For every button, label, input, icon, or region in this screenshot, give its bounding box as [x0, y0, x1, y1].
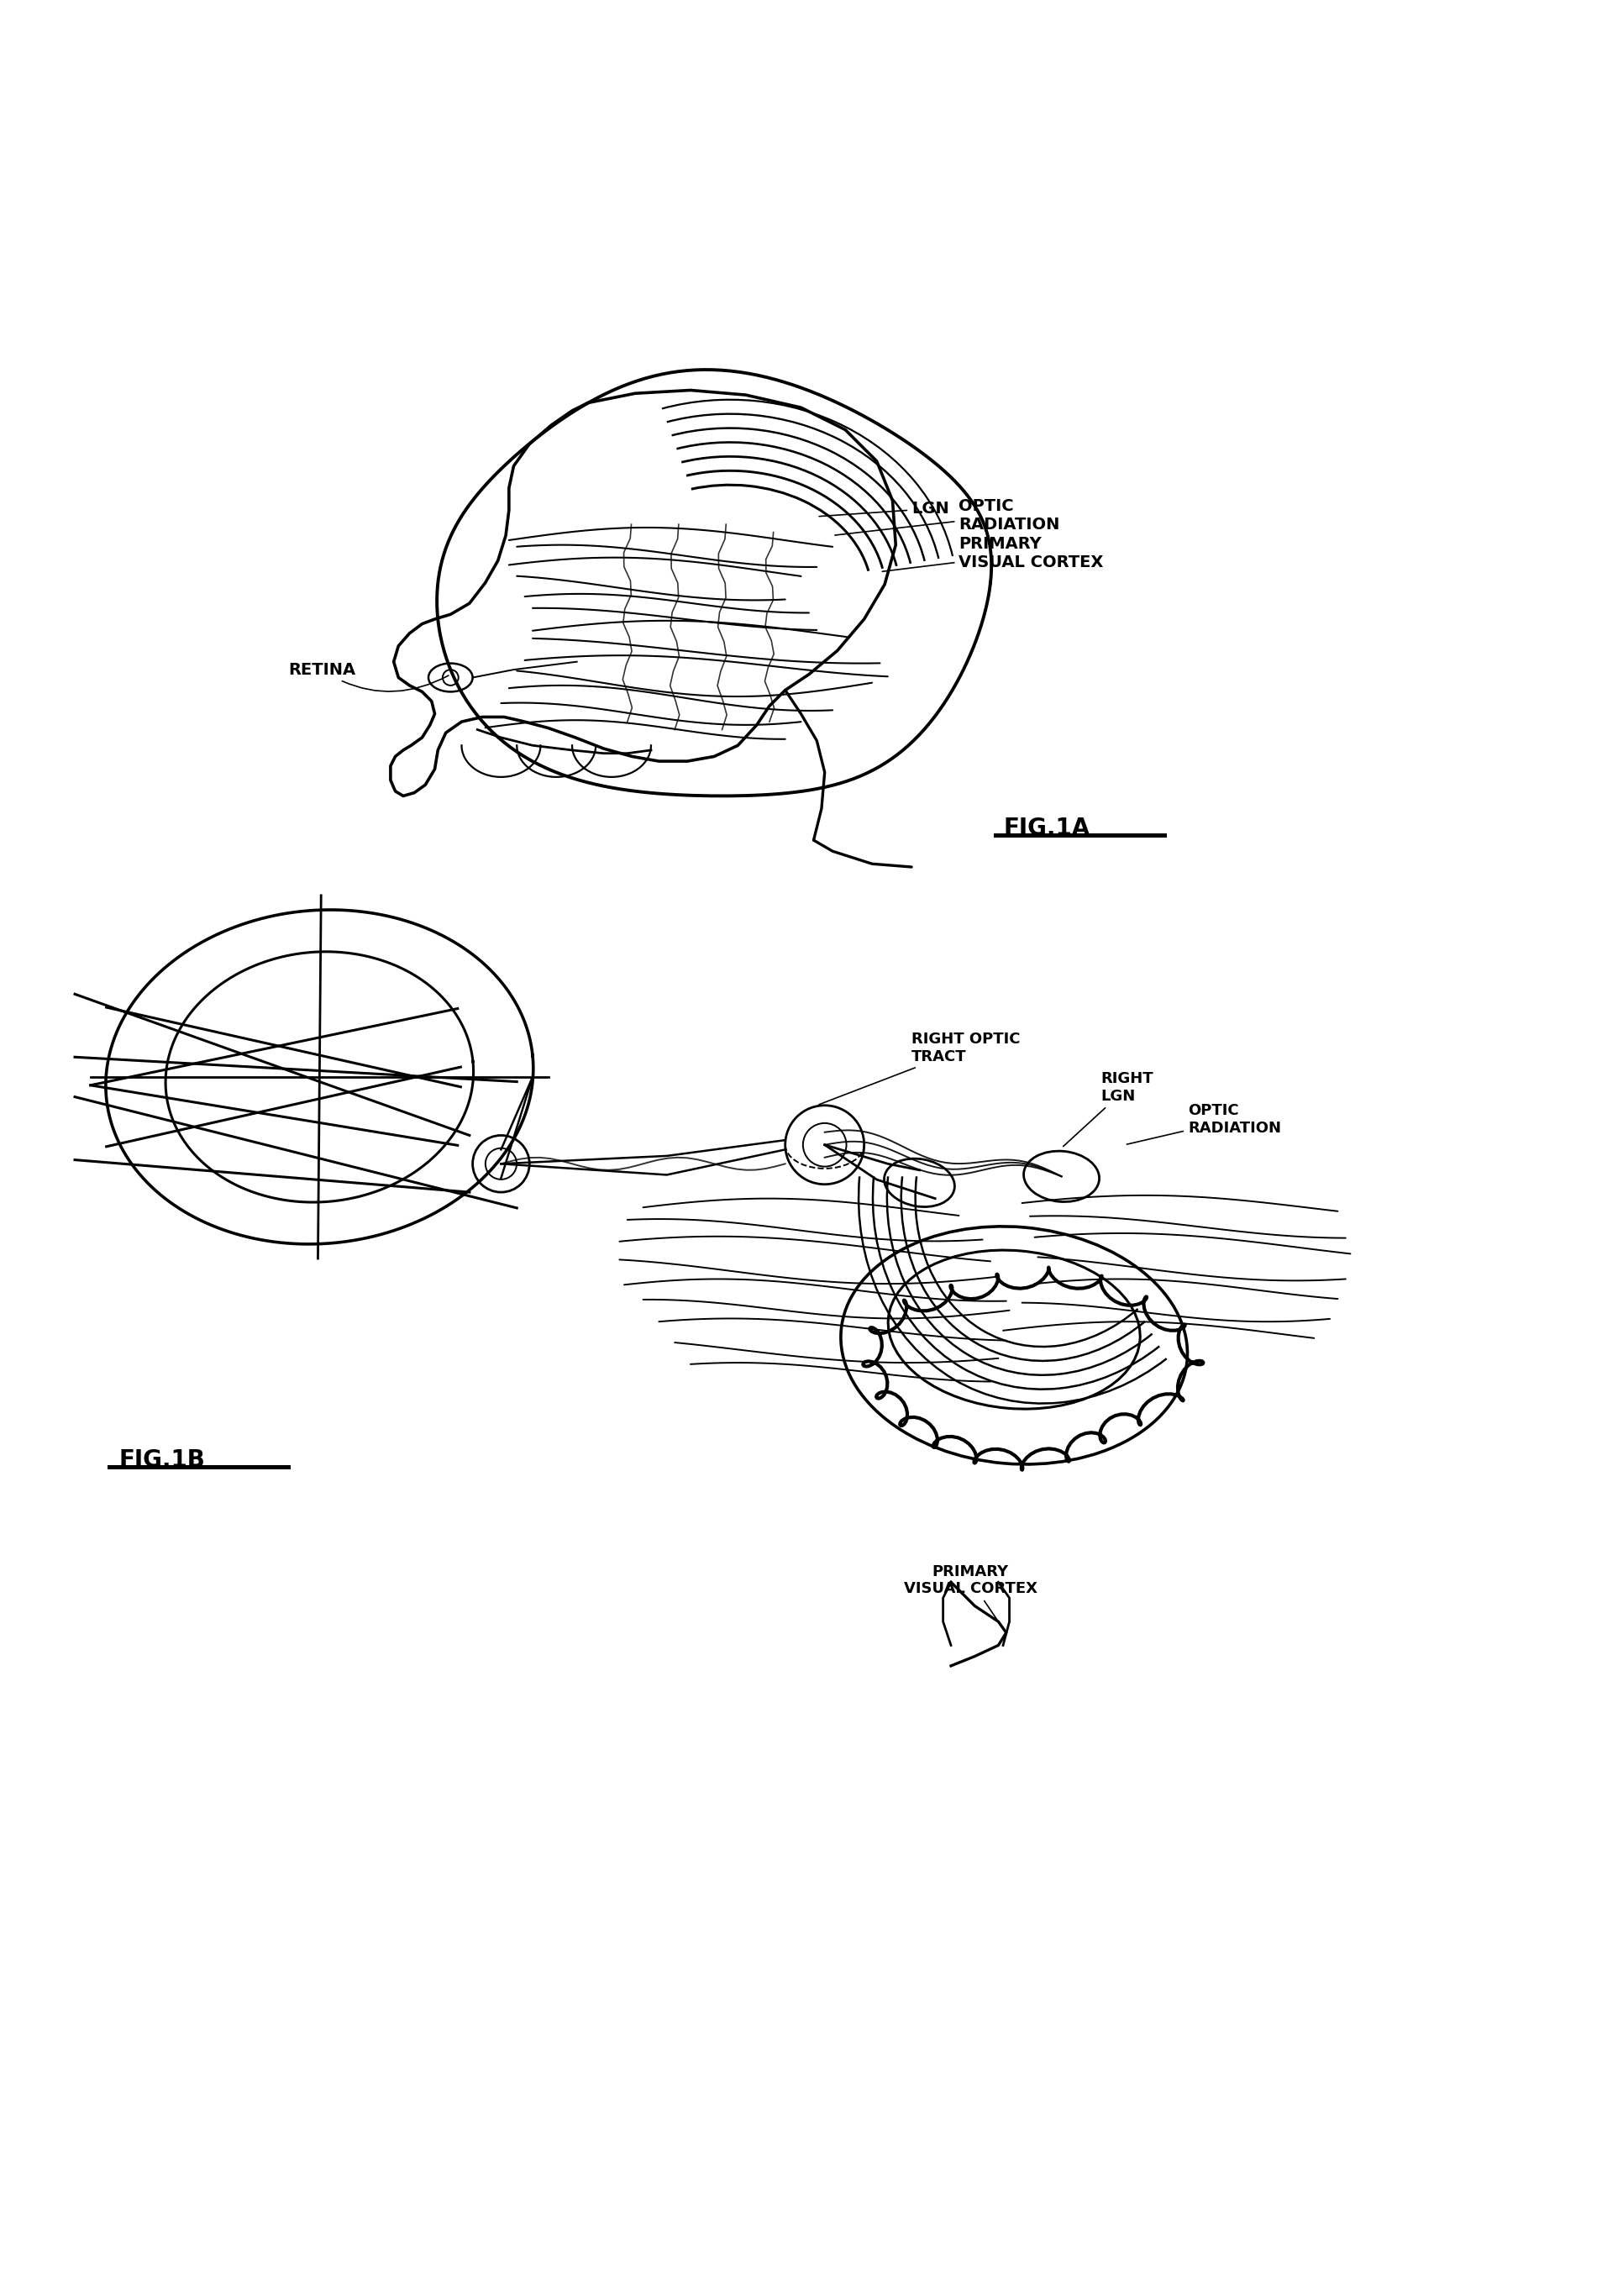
Text: LGN: LGN — [819, 501, 948, 517]
Text: FIG.1A: FIG.1A — [1003, 817, 1089, 840]
Text: PRIMARY
VISUAL CORTEX: PRIMARY VISUAL CORTEX — [883, 535, 1104, 572]
Text: OPTIC
RADIATION: OPTIC RADIATION — [835, 498, 1061, 535]
Text: RETINA: RETINA — [288, 661, 449, 691]
Text: RIGHT
LGN: RIGHT LGN — [1064, 1072, 1153, 1146]
Text: OPTIC
RADIATION: OPTIC RADIATION — [1126, 1102, 1282, 1143]
Text: FIG.1B: FIG.1B — [119, 1449, 205, 1472]
Text: RIGHT OPTIC
TRACT: RIGHT OPTIC TRACT — [819, 1031, 1020, 1104]
Text: PRIMARY
VISUAL CORTEX: PRIMARY VISUAL CORTEX — [904, 1564, 1036, 1619]
